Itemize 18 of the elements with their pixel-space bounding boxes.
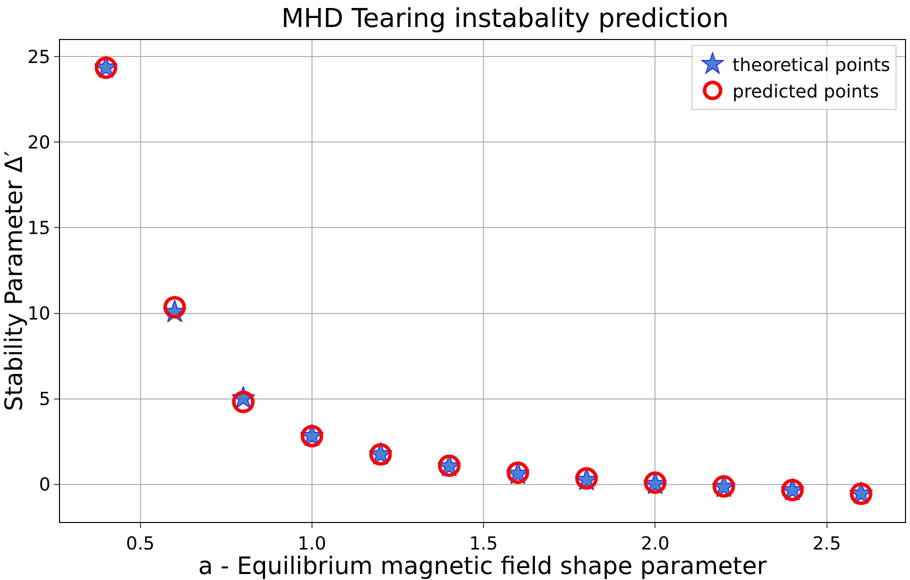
chart-title: MHD Tearing instabality prediction <box>281 4 729 34</box>
point <box>232 390 255 414</box>
y-axis-title: Stability Parameter Δ′ <box>0 150 28 412</box>
x-tick-label: 2.5 <box>812 534 842 555</box>
x-tick-label: 1.5 <box>469 534 498 555</box>
y-tick-label: 25 <box>27 46 50 68</box>
x-tick-label: 1.0 <box>298 534 326 555</box>
y-tick-label: 5 <box>38 389 50 410</box>
x-tick-label: 2.0 <box>640 534 670 555</box>
x-tick-label: 0.5 <box>126 534 155 555</box>
y-tick-label: 10 <box>27 304 50 325</box>
y-tick-label: 15 <box>27 218 50 239</box>
y-tick-label: 0 <box>38 474 50 496</box>
point <box>163 296 186 318</box>
legend-label: theoretical points <box>732 55 890 76</box>
y-tick-label: 20 <box>27 132 50 154</box>
x-axis-title: a - Equilibrium magnetic field shape parameter <box>198 552 767 580</box>
legend-label: predicted points <box>732 81 879 102</box>
